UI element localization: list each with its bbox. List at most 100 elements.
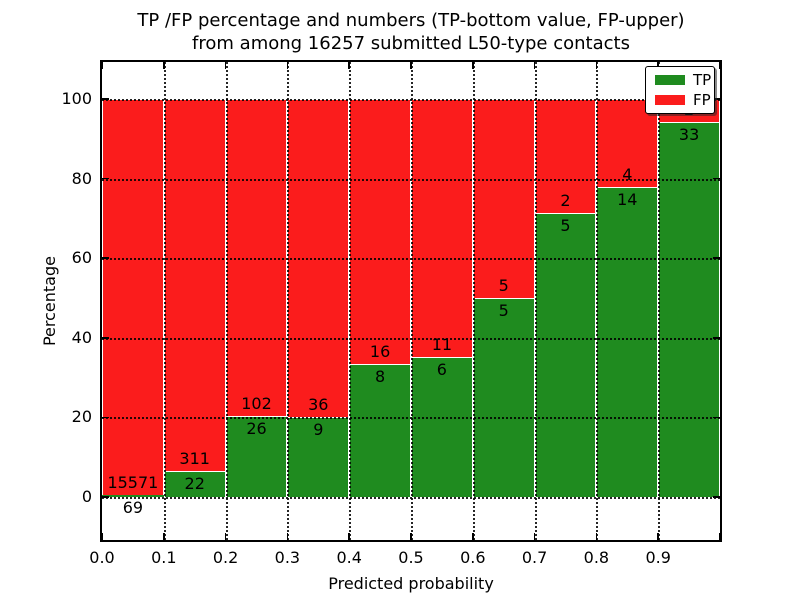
fp-count-label: 4: [622, 165, 633, 185]
y-tick-right: [713, 337, 720, 339]
fp-count-label: 5: [498, 276, 509, 295]
y-tick-left: [102, 416, 109, 419]
x-tick-top: [101, 62, 103, 69]
bar-segment-tp: [534, 212, 597, 497]
tp-color-swatch: [655, 75, 685, 85]
y-tick-label: 80: [71, 168, 92, 188]
bar-segment-tp: [349, 364, 411, 497]
gridline-x: [163, 62, 166, 540]
x-tick-label: 0.1: [151, 548, 177, 567]
bar-segment-tp: [411, 356, 473, 497]
tp-count-label: 8: [374, 367, 386, 387]
bar-segment-tp: [225, 416, 288, 497]
x-tick-bottom: [286, 533, 289, 540]
x-tick-bottom: [224, 533, 227, 540]
y-tick-right: [713, 496, 720, 498]
x-tick-label: 0.9: [645, 548, 671, 567]
y-tick-label: 100: [61, 89, 92, 108]
tp-count-label: 26: [246, 419, 267, 439]
bar-segment-fp: [349, 99, 411, 365]
x-tick-top: [163, 62, 165, 69]
y-tick-label: 60: [71, 248, 92, 268]
y-tick-right: [713, 98, 720, 100]
bar-segment-fp: [411, 99, 473, 357]
bar-segment-fp: [102, 99, 164, 496]
fp-count-label: 15571: [107, 473, 159, 493]
y-tick-label: 40: [71, 327, 92, 347]
tp-count-label: 69: [122, 498, 144, 518]
x-tick-top: [410, 62, 412, 69]
y-tick-left: [102, 98, 109, 100]
x-tick-top: [224, 62, 227, 69]
bar-segment-tp: [163, 470, 226, 497]
gridline-x: [349, 62, 352, 540]
x-tick-label: 0.0: [89, 548, 115, 567]
x-tick-top: [472, 62, 474, 69]
fp-count-label: 11: [431, 334, 453, 354]
y-tick-right: [713, 177, 720, 180]
fp-count-label: 102: [241, 394, 272, 414]
legend-row-fp: FP: [646, 90, 714, 109]
gridline-x: [472, 62, 475, 540]
x-tick-bottom: [719, 533, 721, 540]
legend: TP FP: [645, 66, 715, 114]
x-tick-top: [595, 62, 598, 69]
tp-count-label: 6: [436, 359, 447, 379]
tp-count-label: 14: [617, 190, 638, 210]
fp-count-label: 2: [560, 190, 571, 210]
x-tick-label: 0.6: [460, 548, 486, 567]
chart-title-line1: TP /FP percentage and numbers (TP-bottom…: [137, 10, 685, 31]
y-tick-left: [102, 337, 109, 339]
x-tick-top: [719, 62, 721, 69]
fp-color-swatch: [655, 95, 685, 105]
fp-count-label: 36: [308, 395, 329, 415]
plot-area: 155716931122102263691681165525414233 0.0…: [40, 60, 722, 593]
x-tick-bottom: [657, 533, 659, 540]
fp-count-label: 311: [179, 448, 210, 468]
x-tick-top: [657, 62, 659, 69]
y-axis-label: Percentage: [40, 256, 59, 347]
x-tick-label: 0.5: [398, 548, 424, 567]
y-tick-label: 20: [71, 407, 92, 427]
x-tick-label: 0.4: [336, 548, 362, 567]
legend-label-fp: FP: [693, 90, 711, 109]
gridline-x: [287, 62, 290, 540]
y-tick-right: [713, 416, 720, 419]
x-tick-top: [286, 62, 289, 69]
gridline-x: [225, 62, 228, 540]
y-tick-left: [102, 257, 109, 259]
bar-segment-tp: [472, 298, 535, 497]
x-tick-bottom: [472, 533, 474, 540]
x-tick-bottom: [410, 533, 412, 540]
y-tick-label: 0: [81, 487, 92, 507]
tp-count-label: 22: [184, 473, 205, 493]
tp-count-label: 9: [313, 420, 324, 440]
x-tick-bottom: [533, 533, 536, 540]
gridline-x: [534, 62, 537, 540]
x-tick-top: [348, 62, 350, 69]
tp-count-label: 5: [498, 301, 509, 320]
x-tick-bottom: [101, 533, 103, 540]
chart-title: TP /FP percentage and numbers (TP-bottom…: [102, 9, 720, 55]
x-tick-bottom: [163, 533, 165, 540]
y-tick-left: [102, 177, 109, 180]
x-tick-top: [533, 62, 536, 69]
legend-label-tp: TP: [693, 70, 712, 89]
bar-segment-fp: [287, 99, 350, 418]
legend-row-tp: TP: [646, 70, 714, 89]
x-tick-label: 0.7: [521, 548, 548, 567]
gridline-x: [411, 62, 413, 540]
bar-segment-tp: [102, 495, 164, 497]
tp-count-label: 5: [560, 215, 571, 235]
chart-title-line2: from among 16257 submitted L50-type cont…: [192, 33, 630, 54]
x-tick-label: 0.2: [212, 548, 239, 567]
bar-segment-fp: [472, 99, 535, 298]
gridline-x: [596, 62, 599, 540]
y-tick-left: [102, 496, 109, 498]
bar-segment-tp: [596, 187, 659, 497]
y-tick-right: [713, 257, 720, 259]
x-axis-label: Predicted probability: [328, 574, 494, 593]
fp-count-label: 16: [369, 342, 391, 362]
tp-count-label: 33: [678, 124, 700, 144]
